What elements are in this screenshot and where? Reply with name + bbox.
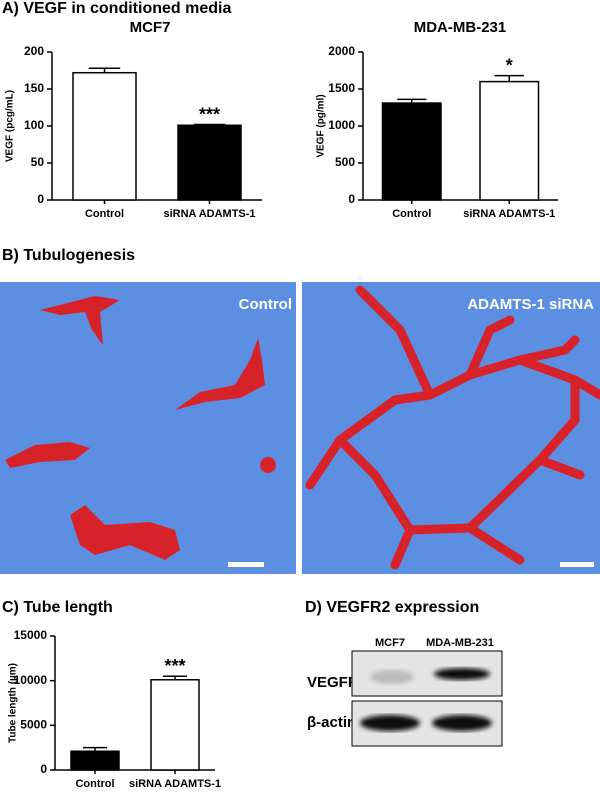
panel-title: A) VEGF in conditioned media (2, 0, 231, 17)
x-tick-label: Control (85, 208, 124, 220)
y-tick-label: 1000 (328, 118, 355, 132)
bar (72, 71, 137, 201)
y-tick-label: 200 (24, 44, 44, 58)
error-bar (83, 746, 107, 752)
bar (150, 679, 200, 771)
significance: *** (164, 656, 185, 676)
image-label: ADAMTS-1 siRNA (467, 296, 594, 313)
x-tick-label: Control (75, 778, 114, 790)
micrograph-control (0, 282, 296, 574)
y-tick-label: 500 (335, 155, 355, 169)
chart-title: C) Tube length (2, 599, 113, 616)
bar (70, 750, 120, 771)
blot (351, 650, 503, 747)
y-tick-label: 50 (31, 155, 45, 169)
error-bar (163, 675, 187, 680)
panel-title: D) VEGFR2 expression (305, 599, 479, 616)
error-bar (193, 123, 226, 126)
x-tick-label: siRNA ADAMTS-1 (163, 208, 255, 220)
error-bar (397, 98, 427, 104)
y-tick-label: 2000 (328, 44, 355, 58)
bar (177, 124, 242, 201)
y-tick-label: 10000 (14, 673, 48, 687)
y-tick-label: 0 (37, 192, 44, 206)
y-tick-label: 15000 (14, 628, 48, 642)
image-label: Control (239, 296, 292, 313)
blot-row: VEGFR (307, 674, 359, 691)
y-tick-label: 0 (40, 762, 47, 776)
y-tick-label: 0 (348, 192, 355, 206)
panel-title: B) Tubulogenesis (2, 247, 135, 264)
x-tick-label: siRNA ADAMTS-1 (129, 778, 221, 790)
error-bar (494, 74, 524, 82)
y-axis-label: VEGF (pg/ml) (316, 94, 327, 157)
y-axis-label: Tube length (µm) (8, 663, 19, 743)
chart-title: MCF7 (130, 19, 171, 36)
chart-title: MDA-MB-231 (414, 19, 507, 36)
y-tick-label: 150 (24, 81, 44, 95)
y-tick-label: 1500 (328, 81, 355, 95)
blot-lane: MCF7 (375, 637, 405, 649)
y-axis-label: VEGF (pcg/mL) (5, 90, 16, 162)
x-tick-label: siRNA ADAMTS-1 (463, 208, 555, 220)
bar (479, 80, 540, 201)
error-bar (88, 67, 121, 73)
blot-row: β-actin (307, 714, 356, 731)
blot-lane: MDA-MB-231 (426, 637, 494, 649)
y-tick-label: 5000 (20, 718, 47, 732)
significance: *** (199, 104, 220, 124)
bar (381, 102, 442, 201)
y-tick-label: 100 (24, 118, 44, 132)
x-tick-label: Control (392, 208, 431, 220)
significance: * (506, 55, 513, 75)
micrograph-sirna (302, 282, 600, 574)
